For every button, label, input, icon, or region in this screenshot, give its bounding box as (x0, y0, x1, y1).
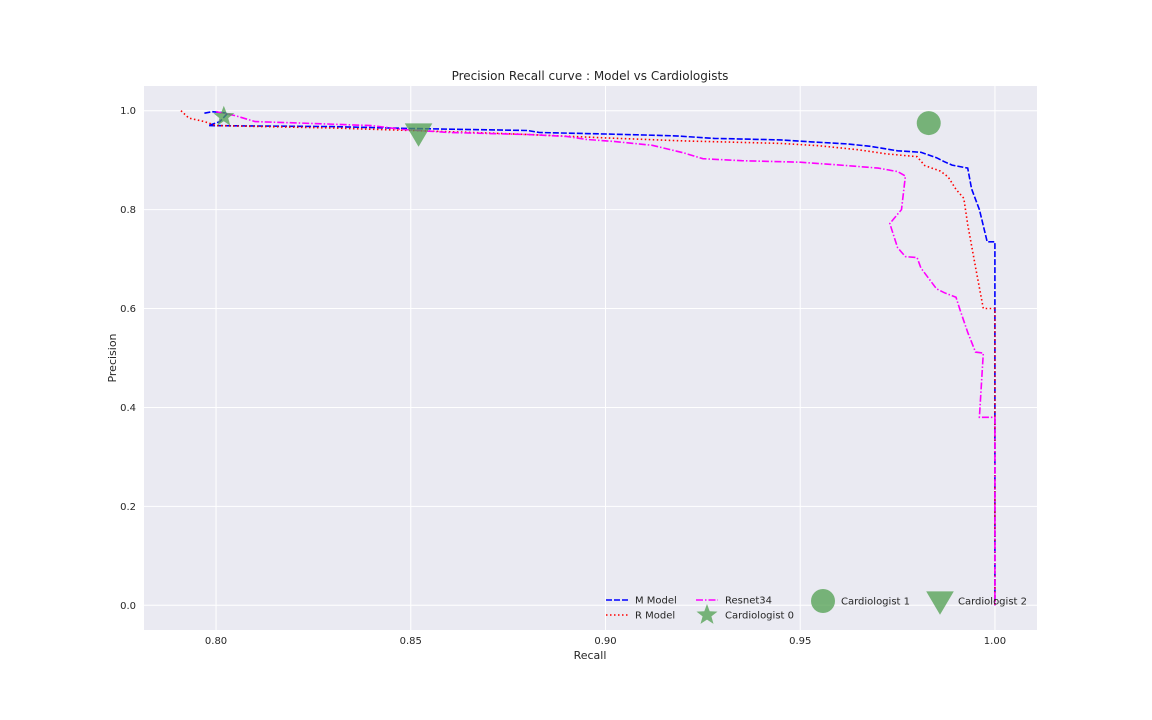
y-tick-label: 0.6 (120, 304, 136, 315)
series-line-m-model (204, 110, 996, 606)
x-tick-label: 0.85 (400, 636, 422, 647)
series-line-resnet34 (215, 110, 996, 606)
x-axis-label: Recall (574, 649, 607, 662)
cardiologist-0-marker (213, 105, 235, 126)
y-axis-label: Precision (106, 333, 119, 382)
legend-swatch-cardiologist-1 (811, 589, 835, 613)
legend-label: Cardiologist 2 (958, 597, 1027, 608)
chart-title: Precision Recall curve : Model vs Cardio… (452, 69, 729, 83)
cardiologist-2-marker (404, 123, 433, 147)
x-tick-label: 0.95 (789, 636, 811, 647)
legend-label: Resnet34 (725, 596, 772, 607)
series-layer (180, 110, 996, 606)
y-tick-label: 0.0 (120, 601, 136, 612)
x-tick-label: 1.00 (984, 636, 1006, 647)
legend-swatch-cardiologist-2 (926, 591, 954, 615)
legend-swatch-cardiologist-0 (696, 604, 718, 624)
legend-label: R Model (635, 611, 675, 622)
legend: M Model R Model Resnet34 Cardiologist 0 Card… (606, 589, 1027, 624)
legend-label: Cardiologist 1 (841, 597, 910, 608)
y-tick-label: 0.8 (120, 205, 136, 216)
legend-label: M Model (635, 596, 677, 607)
y-tick-label: 0.4 (120, 403, 136, 414)
x-tick-label: 0.80 (205, 636, 227, 647)
y-tick-label: 1.0 (120, 106, 136, 117)
series-line-r-model (180, 110, 996, 606)
x-tick-label: 0.90 (594, 636, 616, 647)
cardiologist-markers (213, 105, 941, 147)
tick-labels: 0.80 0.85 0.90 0.95 1.00 0.0 0.2 0.4 0.6 0.8 1.0 (120, 106, 1006, 647)
plot-background (144, 86, 1037, 630)
y-tick-label: 0.2 (120, 502, 136, 513)
legend-label: Cardiologist 0 (725, 611, 794, 622)
cardiologist-1-marker (916, 111, 941, 136)
